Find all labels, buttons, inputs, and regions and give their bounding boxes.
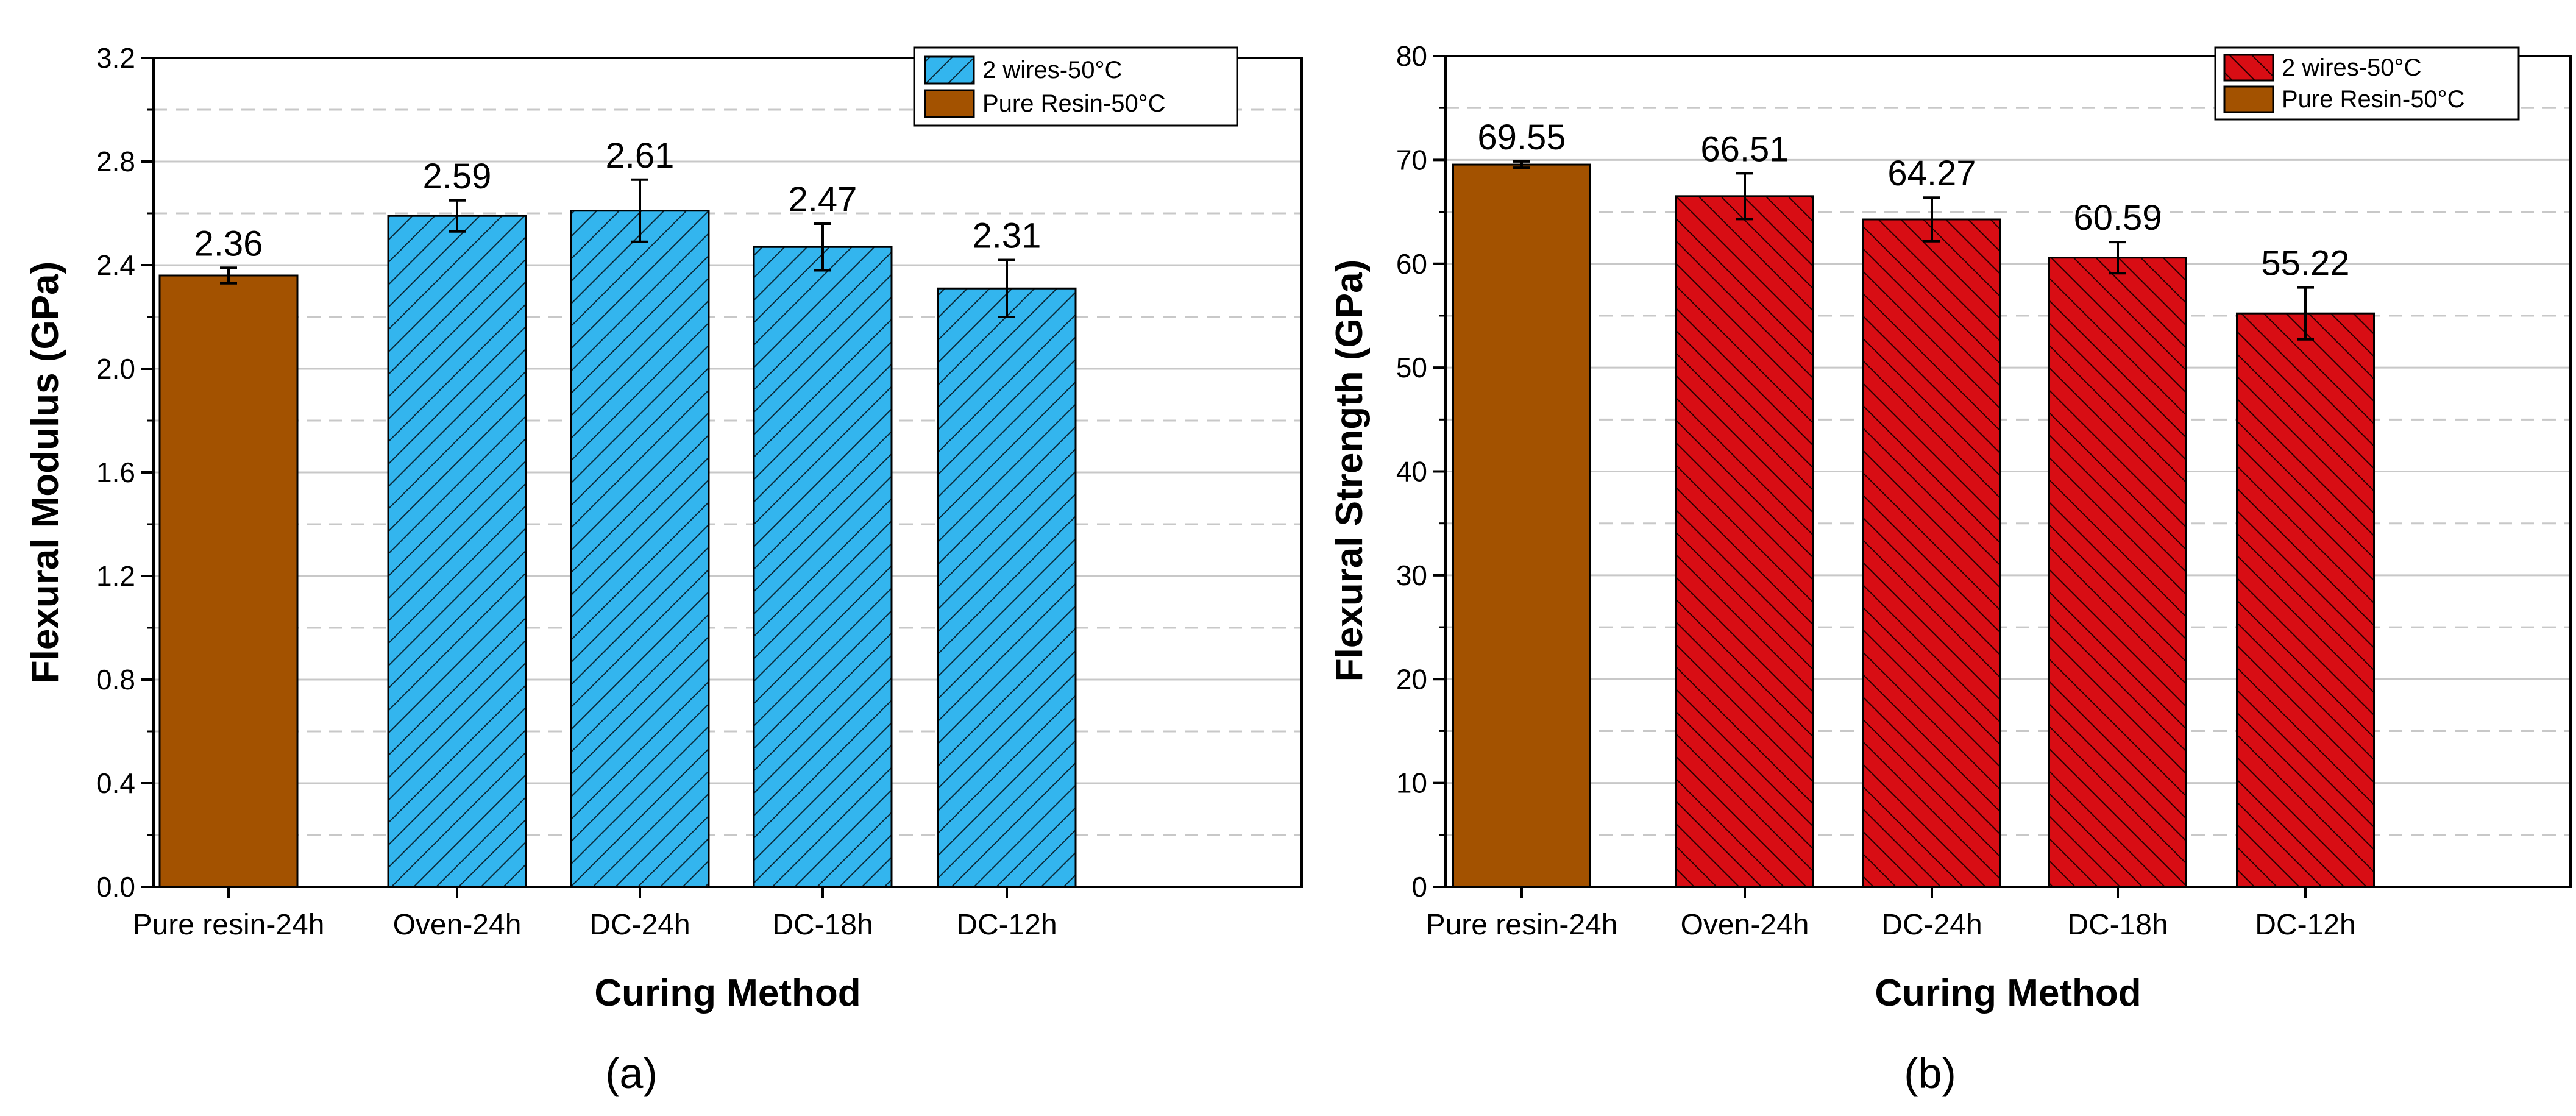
- panel-a-y-tick-label: 3.2: [96, 42, 135, 74]
- panel-a-y-tick-label: 1.2: [96, 560, 135, 592]
- panel-a-flexural-modulus: 0.0 0.4 0.8 1.2 1.6 2.0 2.4 2.8 3.2 Pure resin-2…: [24, 42, 1303, 1097]
- panel-a-bar-oven-24h: [387, 215, 527, 888]
- panel-b-y-tick-label: 20: [1396, 663, 1427, 695]
- panel-b-legend-label-wires: 2 wires-50°C: [2282, 54, 2421, 81]
- panel-a-y-ticks: 0.0 0.4 0.8 1.2 1.6 2.0 2.4 2.8 3.2: [96, 42, 154, 903]
- panel-b-legend-swatch-resin: [2223, 85, 2274, 113]
- panel-a-y-axis-title: Flexural Modulus (GPa): [24, 261, 66, 683]
- panel-a-x-tick-label: DC-18h: [772, 909, 873, 941]
- panel-a-bar-dc-18h: [753, 246, 893, 888]
- panel-b-bar-dc-18h: [2048, 257, 2187, 888]
- panel-a-legend-swatch-wires: [924, 55, 975, 85]
- panel-b-y-tick-label: 0: [1411, 871, 1427, 903]
- panel-a-error-bars: [220, 178, 1015, 318]
- panel-b-bars: [1452, 163, 2375, 888]
- panel-b-y-tick-label: 60: [1396, 248, 1427, 280]
- panel-a-bar-dc-12h: [937, 287, 1077, 888]
- panel-b-error-bar: [2297, 286, 2314, 341]
- panel-b-bar-oven-24h: [1675, 195, 1814, 888]
- panel-a-bar-pure-resin-24h: [158, 274, 299, 888]
- panel-b-error-bar: [1736, 172, 1753, 221]
- panel-b-flexural-strength: 0 10 20 30 40 50 60 70 80 Pure resin-24h Oven-24h…: [1329, 40, 2572, 1097]
- panel-b-legend-swatch-wires: [2223, 54, 2274, 82]
- panel-a-legend-swatch-resin: [924, 89, 975, 118]
- panel-b-value-label: 66.51: [1700, 129, 1789, 169]
- panel-b-y-tick-label: 80: [1396, 40, 1427, 72]
- panel-a-value-label: 2.59: [423, 157, 492, 196]
- panel-b-value-labels: 69.55 66.51 64.27 60.59 55.22: [1477, 118, 2349, 283]
- panel-b-bar-dc-24h: [1862, 218, 2001, 888]
- panel-b-x-ticks: Pure resin-24h Oven-24h DC-24h DC-18h DC-12h: [1426, 887, 2356, 941]
- panel-b-value-label: 60.59: [2073, 198, 2162, 238]
- panel-a-y-tick-label: 2.4: [96, 249, 135, 281]
- panel-a-y-tick-label: 2.8: [96, 146, 135, 177]
- panel-b-error-bar: [1923, 196, 1940, 243]
- panel-a-error-bar: [998, 258, 1015, 318]
- panel-b-y-tick-label: 10: [1396, 767, 1427, 799]
- panel-b-y-ticks: 0 10 20 30 40 50 60 70 80: [1396, 40, 1446, 903]
- panel-a-gridlines: [154, 108, 1302, 836]
- panel-a-bar-dc-24h: [570, 210, 710, 888]
- panel-a-y-tick-label: 1.6: [96, 457, 135, 488]
- panel-b-y-tick-label: 50: [1396, 352, 1427, 383]
- panel-a-legend: 2 wires-50°C Pure Resin-50°C: [913, 46, 1238, 127]
- panel-a-value-label: 2.61: [606, 136, 675, 176]
- panel-a-error-bar: [814, 222, 831, 272]
- panel-a-y-tick-label: 2.0: [96, 353, 135, 385]
- panel-b-error-bar: [2109, 241, 2126, 275]
- panel-a-bars: [158, 210, 1077, 888]
- panel-b-bar-pure-resin-24h: [1452, 163, 1591, 888]
- panel-b-x-tick-label: Pure resin-24h: [1426, 909, 1618, 941]
- panel-a-caption: (a): [605, 1050, 658, 1097]
- panel-a-y-tick-label: 0.0: [96, 871, 135, 903]
- panel-a-y-tick-label: 0.4: [96, 767, 135, 799]
- panel-b-x-tick-label: DC-18h: [2067, 909, 2168, 941]
- panel-b-bar-dc-12h: [2236, 312, 2375, 888]
- panel-b-x-tick-label: DC-12h: [2255, 909, 2355, 941]
- panel-a-x-ticks: Pure resin-24h Oven-24h DC-24h DC-18h DC-12h: [133, 887, 1057, 941]
- panel-a-value-label: 2.47: [789, 180, 857, 219]
- panel-b-x-tick-label: DC-24h: [1881, 909, 1982, 941]
- panel-a-x-tick-label: Oven-24h: [393, 909, 522, 941]
- panel-b-legend-label-resin: Pure Resin-50°C: [2282, 86, 2465, 113]
- panel-b-y-axis-title: Flexural Strength (GPa): [1329, 260, 1371, 681]
- panel-b-y-tick-label: 30: [1396, 560, 1427, 591]
- panel-b-caption: (b): [1904, 1050, 1956, 1097]
- panel-a-x-tick-label: DC-24h: [589, 909, 690, 941]
- panel-b-y-tick-label: 40: [1396, 456, 1427, 488]
- panel-b-value-label: 64.27: [1887, 154, 1976, 193]
- panel-a-value-labels: 2.36 2.59 2.61 2.47 2.31: [194, 136, 1041, 264]
- panel-b-gridlines: [1446, 107, 2571, 836]
- panel-a-error-bar: [449, 199, 466, 233]
- panel-b-x-axis-title: Curing Method: [1875, 972, 2141, 1014]
- panel-b-value-label: 55.22: [2261, 244, 2349, 283]
- panel-b-error-bar: [1513, 160, 1530, 169]
- panel-a-value-label: 2.31: [973, 216, 1041, 256]
- panel-b-legend: 2 wires-50°C Pure Resin-50°C: [2214, 46, 2520, 121]
- panel-b-error-bars: [1513, 160, 2314, 341]
- panel-a-y-tick-label: 0.8: [96, 664, 135, 695]
- panel-b-value-label: 69.55: [1477, 118, 1566, 157]
- panel-a-legend-label-wires: 2 wires-50°C: [982, 57, 1122, 84]
- panel-b-x-tick-label: Oven-24h: [1681, 909, 1809, 941]
- panel-a-legend-label-resin: Pure Resin-50°C: [982, 90, 1166, 117]
- panel-a-x-axis-title: Curing Method: [594, 972, 860, 1014]
- panel-a-x-tick-label: DC-12h: [956, 909, 1057, 941]
- panel-b-y-tick-label: 70: [1396, 144, 1427, 176]
- panel-a-error-bar: [631, 178, 648, 243]
- panel-a-value-label: 2.36: [194, 224, 263, 263]
- panel-a-x-tick-label: Pure resin-24h: [133, 909, 325, 941]
- panel-a-error-bar: [220, 266, 237, 285]
